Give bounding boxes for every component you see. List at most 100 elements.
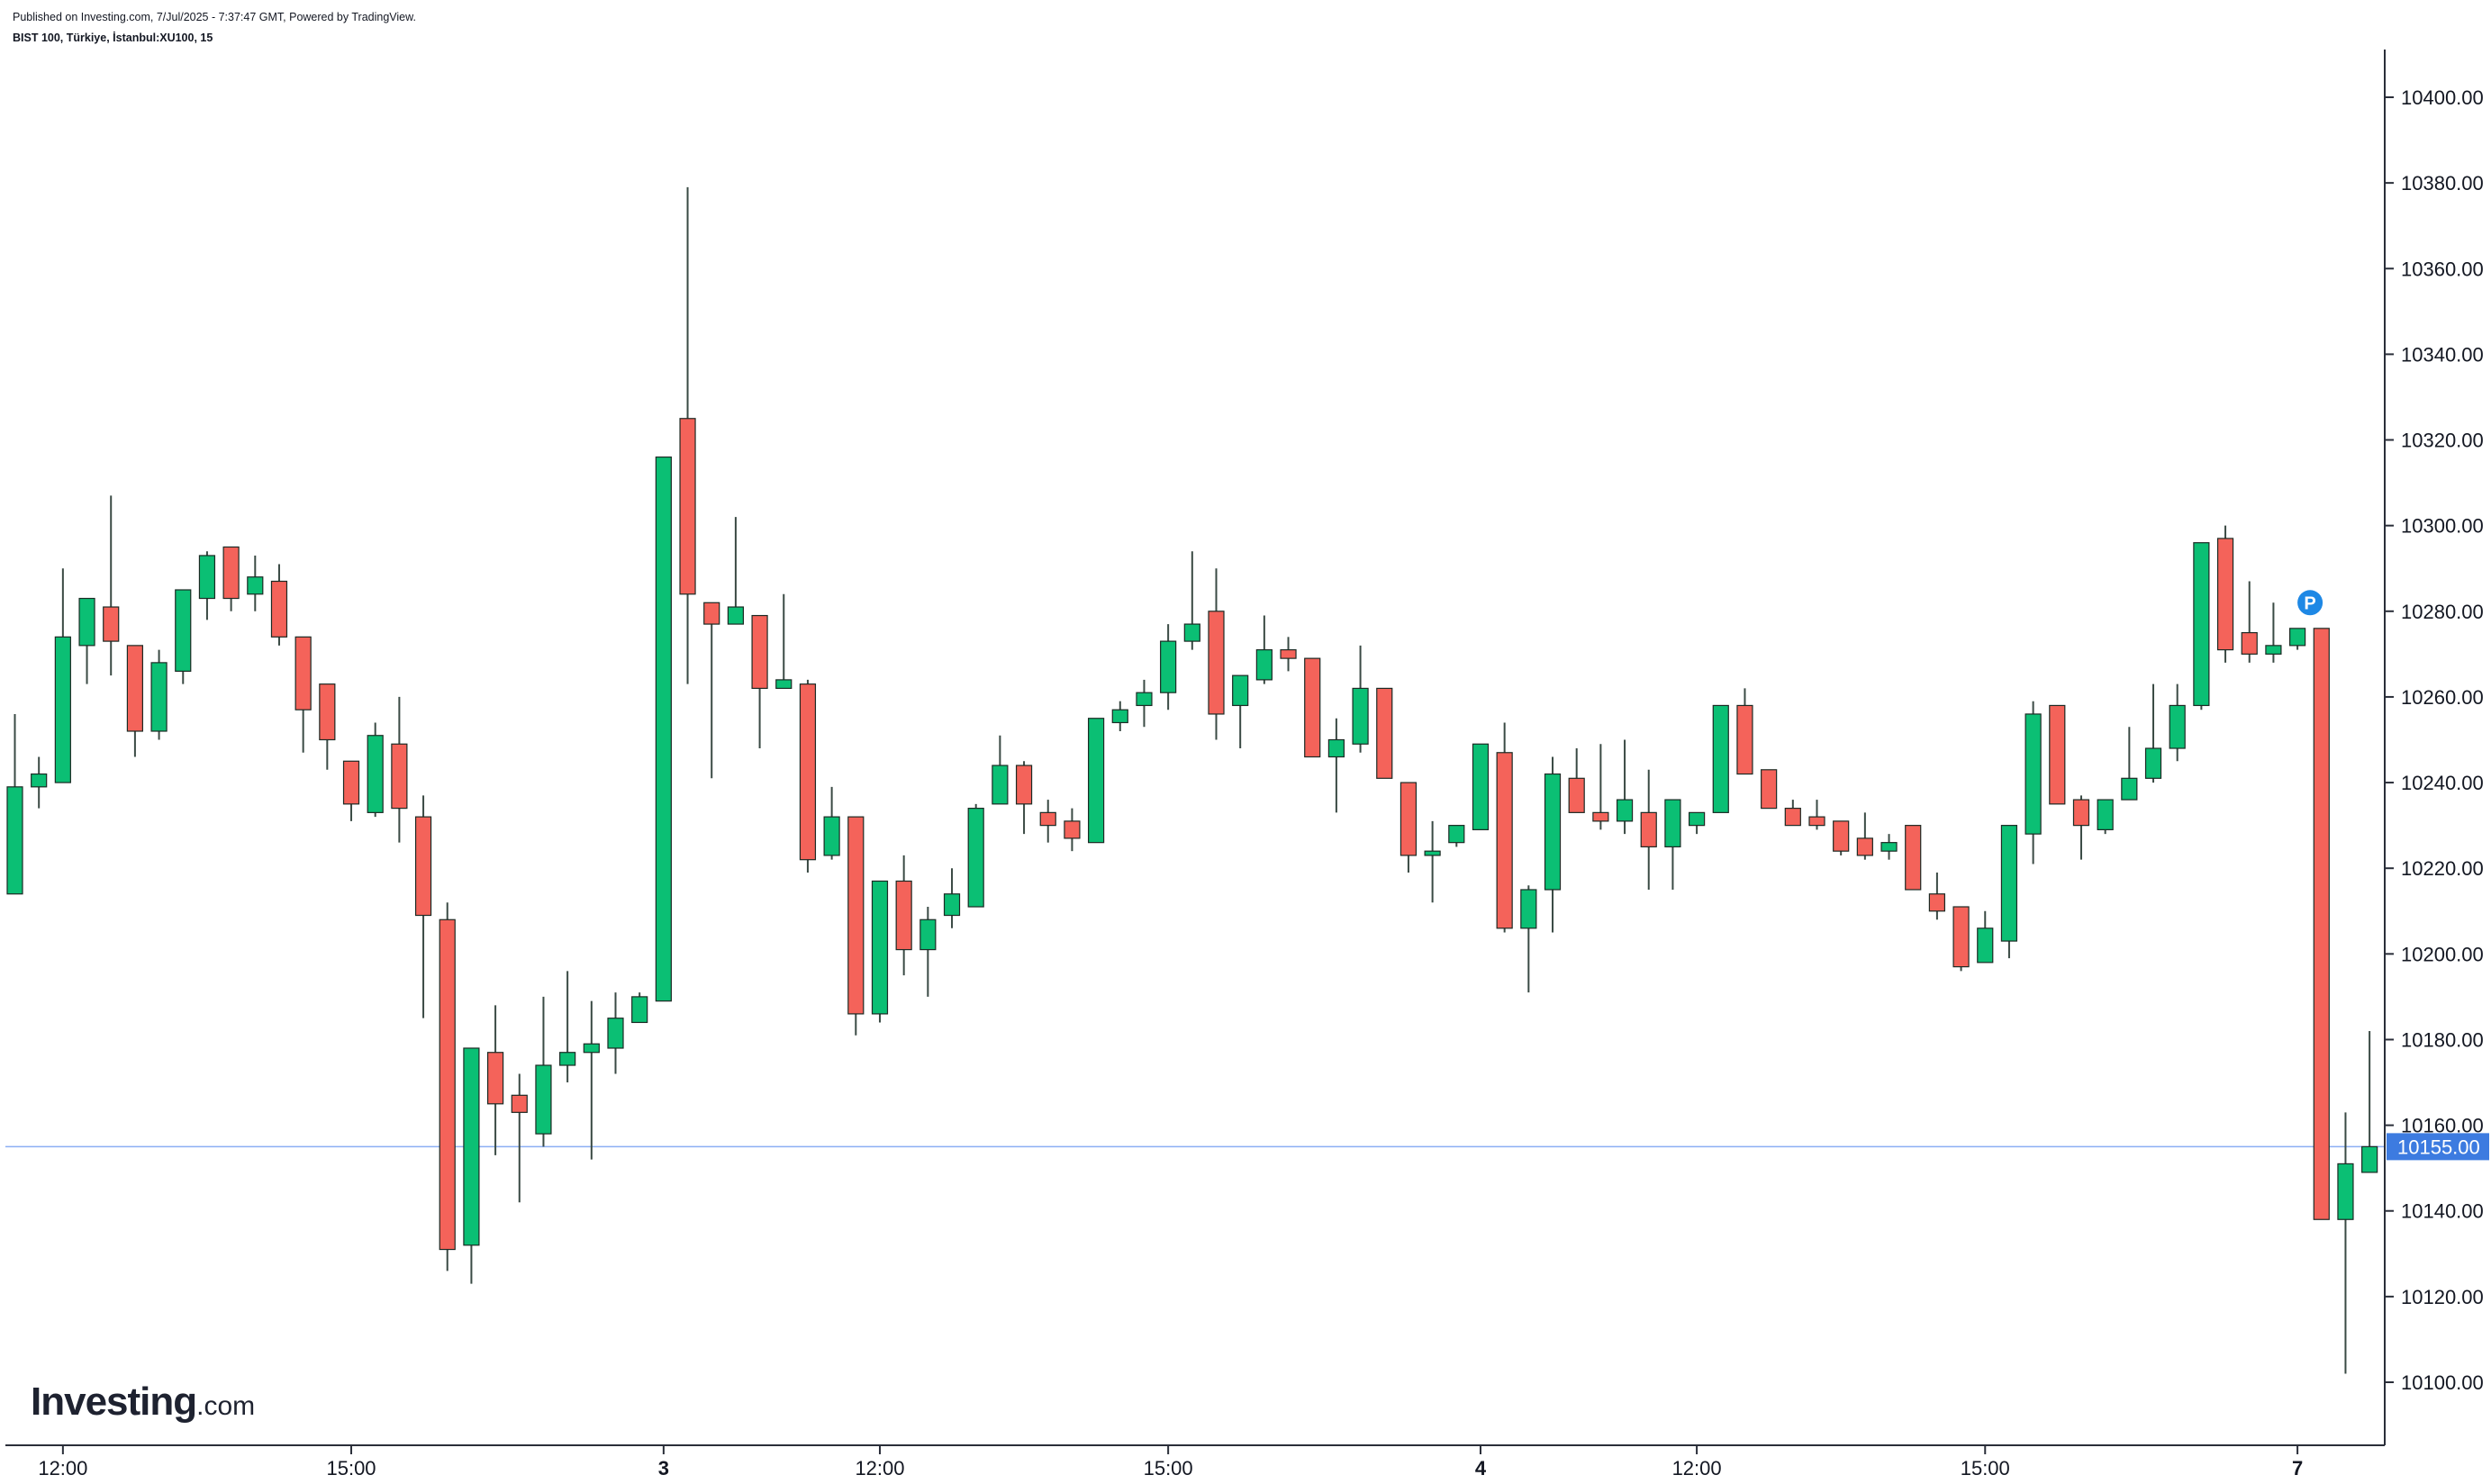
candle[interactable] [2361, 1030, 2378, 1173]
candle[interactable] [414, 795, 432, 1018]
candle[interactable] [895, 855, 912, 976]
candle[interactable] [943, 868, 961, 928]
candle[interactable] [1376, 687, 1393, 779]
candle[interactable] [823, 786, 840, 860]
candle[interactable] [270, 564, 288, 646]
candle[interactable] [655, 456, 672, 1002]
candle[interactable] [2313, 628, 2330, 1220]
candle[interactable] [703, 602, 720, 779]
candle[interactable] [583, 1000, 600, 1160]
candle[interactable] [367, 722, 384, 818]
candle[interactable] [175, 589, 192, 684]
candle[interactable] [511, 1073, 528, 1203]
candle[interactable] [2216, 525, 2234, 663]
candle[interactable] [559, 971, 576, 1083]
candle[interactable] [247, 555, 264, 611]
candle[interactable] [294, 636, 312, 753]
candle[interactable] [1136, 679, 1153, 728]
candle[interactable] [1616, 739, 1634, 835]
candle[interactable] [1856, 812, 1873, 860]
candle[interactable] [2241, 581, 2258, 663]
candle[interactable] [439, 902, 456, 1271]
candle[interactable] [2072, 795, 2090, 860]
candle[interactable] [631, 992, 648, 1024]
candle[interactable] [2121, 727, 2138, 801]
candle[interactable] [2000, 825, 2018, 959]
candle[interactable] [342, 760, 360, 821]
candle[interactable] [31, 756, 48, 809]
candle[interactable] [1399, 782, 1418, 873]
candle[interactable] [679, 186, 696, 684]
candle[interactable] [1111, 701, 1128, 731]
candle[interactable] [2265, 602, 2282, 663]
candle[interactable] [871, 880, 889, 1023]
candle[interactable] [2337, 1112, 2354, 1374]
candle[interactable] [2049, 704, 2066, 805]
candle[interactable] [150, 649, 168, 740]
candle[interactable] [1808, 800, 1825, 830]
candle[interactable] [1736, 688, 1753, 775]
candle[interactable] [1905, 825, 1922, 891]
candle[interactable] [319, 683, 336, 770]
candle[interactable] [1015, 761, 1033, 835]
candle[interactable] [2193, 542, 2210, 710]
candle[interactable] [751, 614, 768, 749]
candle[interactable] [2169, 683, 2186, 762]
candle[interactable] [78, 597, 95, 684]
candle[interactable] [1640, 769, 1657, 890]
candle[interactable] [1472, 743, 1490, 830]
candle[interactable] [847, 816, 865, 1036]
candle[interactable] [1304, 657, 1321, 758]
candle[interactable] [535, 996, 552, 1147]
candle[interactable] [727, 517, 745, 625]
candle[interactable] [1327, 718, 1345, 813]
candle[interactable] [967, 803, 984, 908]
candle[interactable] [1039, 800, 1056, 843]
candle[interactable] [1928, 872, 1945, 920]
candle[interactable] [1544, 756, 1562, 933]
candle[interactable] [1448, 825, 1465, 847]
candle[interactable] [919, 907, 937, 997]
candle[interactable] [1977, 910, 1994, 964]
candle[interactable] [1520, 885, 1537, 993]
candle[interactable] [222, 546, 240, 611]
candle[interactable] [2144, 683, 2162, 783]
candle[interactable] [1424, 820, 1441, 903]
candle[interactable] [1160, 624, 1177, 710]
candle[interactable] [126, 645, 143, 757]
candle[interactable] [799, 679, 817, 873]
candle[interactable] [1664, 799, 1681, 890]
candle[interactable] [1352, 645, 1369, 753]
candle[interactable] [103, 495, 120, 676]
candle[interactable] [1688, 811, 1706, 835]
candle[interactable] [1592, 744, 1609, 830]
candle[interactable] [607, 992, 624, 1074]
candle[interactable] [198, 551, 216, 620]
candle[interactable] [486, 1005, 504, 1155]
candle[interactable] [54, 568, 71, 783]
candle[interactable] [2289, 628, 2306, 650]
pre-market-marker[interactable]: P [2297, 590, 2323, 616]
candle[interactable] [1232, 674, 1249, 749]
candle[interactable] [1087, 718, 1105, 844]
candle[interactable] [1255, 615, 1273, 684]
candle[interactable] [2097, 799, 2114, 835]
candle[interactable] [1833, 820, 1850, 855]
candle[interactable] [992, 735, 1009, 805]
candle[interactable] [1952, 906, 1970, 972]
candle[interactable] [1208, 568, 1225, 740]
candle[interactable] [1568, 748, 1585, 813]
candle[interactable] [1784, 800, 1801, 827]
candle[interactable] [1761, 769, 1778, 810]
candle[interactable] [6, 713, 23, 895]
candle[interactable] [1280, 637, 1297, 672]
price-axis[interactable]: 10100.0010120.0010140.0010160.0010180.00… [2384, 50, 2489, 1445]
candle[interactable] [1712, 704, 1729, 813]
candle[interactable] [1183, 551, 1200, 650]
candle[interactable] [463, 1047, 480, 1284]
candle[interactable] [1496, 722, 1513, 933]
candle[interactable] [2025, 701, 2042, 864]
candle[interactable] [391, 696, 408, 843]
